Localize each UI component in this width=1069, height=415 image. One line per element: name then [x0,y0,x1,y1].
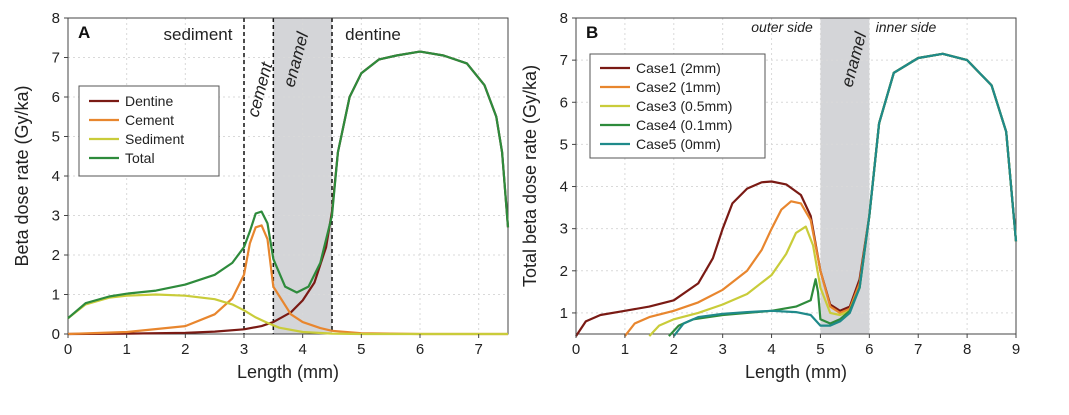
x-tick-label: 4 [298,341,306,358]
x-tick-label: 7 [474,341,482,358]
region-label-inner-side: inner side [876,19,937,35]
x-tick-label: 8 [963,341,971,358]
x-tick-label: 0 [64,341,72,358]
x-tick-label: 1 [122,341,130,358]
x-tick-label: 3 [718,341,726,358]
legend-label-1: Case1 (2mm) [636,60,721,76]
x-tick-label: 6 [865,341,873,358]
legend-label-3: Sediment [125,131,184,147]
x-tick-label: 2 [181,341,189,358]
x-axis-label: Length (mm) [237,362,339,382]
panel-b: 0 1 2 3 4 5 6 7 8 9 1 2 3 4 5 6 7 8 Length (mm) Total beta … [520,10,1020,382]
y-tick-label: 1 [560,305,568,322]
y-tick-label: 2 [560,263,568,280]
legend-label-4: Total [125,150,155,166]
x-tick-label: 7 [914,341,922,358]
x-tick-label: 5 [357,341,365,358]
region-label-cement: cement [244,59,277,119]
x-tick-label: 5 [816,341,824,358]
y-tick-label: 4 [52,168,60,185]
x-tick-label: 2 [670,341,678,358]
series-line-3 [67,293,508,336]
panel-a: 0 1 2 3 4 5 6 7 0 1 2 3 4 5 6 7 8 Length (mm) Beta dose ra… [12,10,510,382]
y-tick-label: 2 [52,247,60,264]
y-tick-label: 4 [560,179,568,196]
series-line-2 [67,224,508,336]
y-tick-label: 5 [52,129,60,146]
region-label-sediment: sediment [164,25,233,44]
legend-label-2: Cement [125,112,174,128]
series-line-4 [67,50,510,320]
x-tick-label: 6 [416,341,424,358]
y-axis-label: Total beta dose rate (Gy/ka) [520,65,540,287]
y-tick-label: 5 [560,136,568,153]
y-tick-label: 1 [52,287,60,304]
y-tick-label: 3 [560,221,568,238]
legend-label-5: Case5 (0mm) [636,136,721,152]
y-tick-label: 0 [52,326,60,343]
panel-letter: A [78,23,90,42]
y-axis-label: Beta dose rate (Gy/ka) [12,85,32,266]
x-tick-label: 0 [572,341,580,358]
panel-letter: B [586,23,598,42]
region-label-outer-side: outer side [751,19,813,35]
y-tick-label: 7 [560,52,568,69]
legend-label-3: Case3 (0.5mm) [636,98,732,114]
y-tick-label: 3 [52,208,60,225]
x-tick-label: 3 [240,341,248,358]
legend-label-4: Case4 (0.1mm) [636,117,732,133]
y-tick-label: 6 [52,89,60,106]
legend-label-2: Case2 (1mm) [636,79,721,95]
series-line-5 [672,52,1018,337]
plot-frame [575,17,1017,335]
legend-label-1: Dentine [125,93,173,109]
x-tick-label: 4 [767,341,775,358]
y-tick-label: 8 [560,10,568,27]
region-label-dentine: dentine [345,25,401,44]
x-axis-label: Length (mm) [745,362,847,382]
y-tick-label: 8 [52,10,60,27]
y-tick-label: 7 [52,50,60,67]
x-tick-label: 9 [1012,341,1020,358]
x-tick-label: 1 [621,341,629,358]
y-tick-label: 6 [560,94,568,111]
